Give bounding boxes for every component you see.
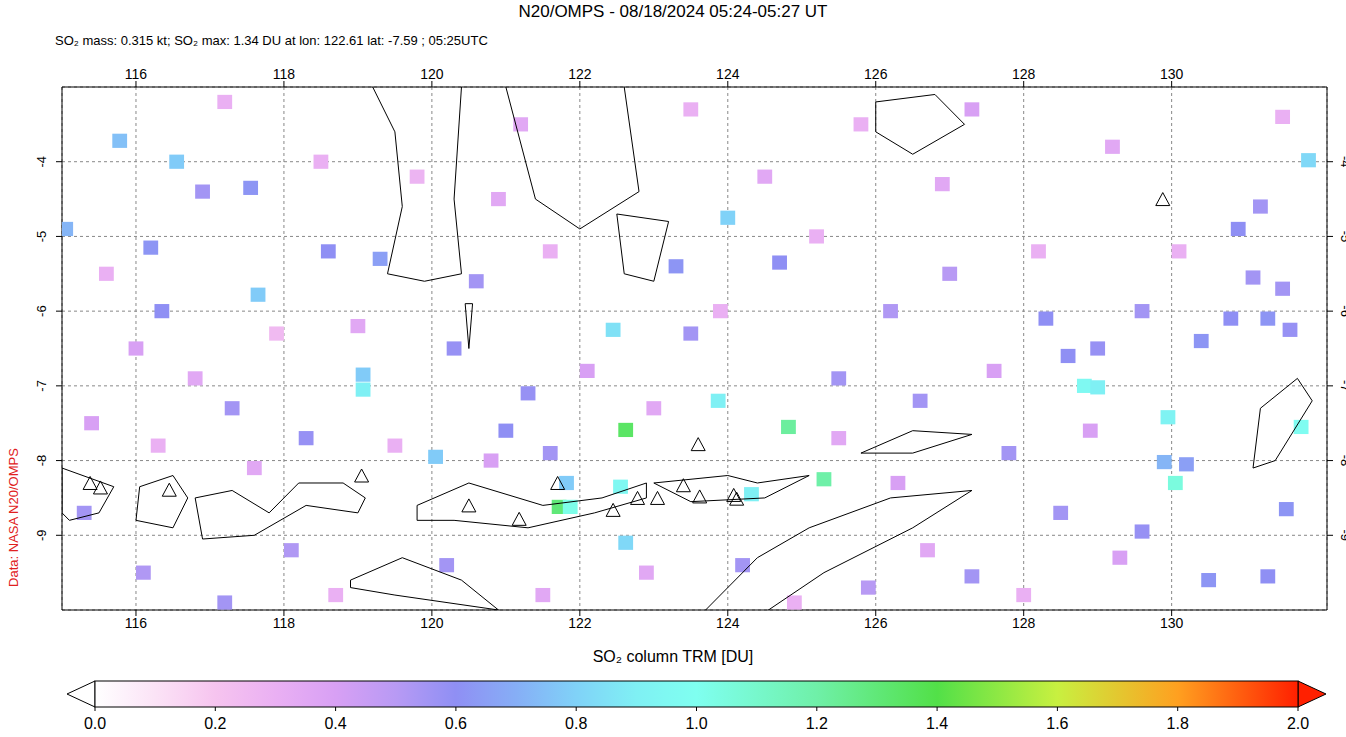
svg-text:126: 126 xyxy=(864,615,888,631)
svg-text:1.6: 1.6 xyxy=(1046,715,1068,732)
svg-text:116: 116 xyxy=(125,66,148,82)
svg-text:-8: -8 xyxy=(34,455,49,467)
svg-text:122: 122 xyxy=(568,615,592,631)
svg-text:122: 122 xyxy=(568,66,592,82)
svg-text:0.4: 0.4 xyxy=(324,715,346,732)
svg-text:0.2: 0.2 xyxy=(204,715,226,732)
svg-text:124: 124 xyxy=(716,615,740,631)
svg-text:128: 128 xyxy=(1012,66,1036,82)
svg-text:118: 118 xyxy=(273,615,296,631)
svg-text:0.0: 0.0 xyxy=(84,715,106,732)
svg-text:116: 116 xyxy=(125,615,148,631)
svg-text:120: 120 xyxy=(420,66,444,82)
svg-text:130: 130 xyxy=(1160,615,1184,631)
svg-text:-7: -7 xyxy=(34,380,49,392)
svg-text:124: 124 xyxy=(716,66,740,82)
svg-text:0.8: 0.8 xyxy=(565,715,587,732)
html-text:N20/OMPS - 08/18/2024 05:24-05: N20/OMPS - 08/18/2024 05:24-05:27 UT xyxy=(518,2,828,21)
svg-text:126: 126 xyxy=(864,66,888,82)
html-text:SO₂ mass: 0.315 kt; SO₂ max: 1: SO₂ mass: 0.315 kt; SO₂ max: 1.34 DU at … xyxy=(55,33,488,48)
svg-text:1.2: 1.2 xyxy=(806,715,828,732)
svg-text:-6: -6 xyxy=(34,305,49,317)
svg-text:-9: -9 xyxy=(34,530,49,542)
svg-text:128: 128 xyxy=(1012,615,1036,631)
svg-text:1.4: 1.4 xyxy=(926,715,948,732)
svg-text:130: 130 xyxy=(1160,66,1184,82)
svg-text:-4: -4 xyxy=(34,156,49,168)
html-text:Data: NASA N20/OMPS: Data: NASA N20/OMPS xyxy=(5,448,21,587)
html-text:SO₂ column TRM [DU]: SO₂ column TRM [DU] xyxy=(592,648,754,665)
svg-text:1.0: 1.0 xyxy=(685,715,707,732)
svg-text:2.0: 2.0 xyxy=(1287,715,1309,732)
svg-text:1.8: 1.8 xyxy=(1167,715,1189,732)
svg-text:0.6: 0.6 xyxy=(445,715,467,732)
svg-text:120: 120 xyxy=(420,615,444,631)
svg-text:-5: -5 xyxy=(34,231,49,243)
svg-text:118: 118 xyxy=(273,66,296,82)
